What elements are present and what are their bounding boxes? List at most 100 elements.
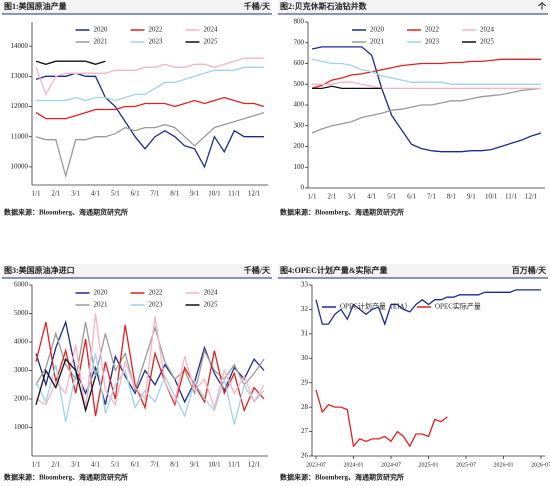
x-tick-label: 6/1 bbox=[407, 193, 416, 201]
x-tick-label: 6/1 bbox=[131, 461, 140, 469]
y-tick-label: 700 bbox=[294, 38, 305, 46]
source-note: 数据来源：Bloomberg、海通期货研究所 bbox=[4, 473, 128, 482]
y-tick-label: 26 bbox=[301, 452, 309, 460]
legend-label: 2021 bbox=[94, 301, 109, 309]
y-tick-label: 12000 bbox=[11, 102, 29, 110]
legend-label: 2025 bbox=[204, 38, 219, 46]
x-tick-label: 12/1 bbox=[248, 190, 261, 198]
unit-label: 个 bbox=[537, 1, 547, 11]
chart-title: 图3:美国原油净进口 bbox=[4, 265, 75, 275]
title-bar bbox=[278, 0, 548, 14]
legend-label: 2023 bbox=[425, 38, 440, 46]
series-line bbox=[35, 60, 106, 65]
y-tick-label: 1000 bbox=[14, 423, 29, 431]
x-tick-label: 7/1 bbox=[150, 190, 159, 198]
legend-label: 2025 bbox=[204, 301, 219, 309]
legend-label: 2021 bbox=[370, 38, 385, 46]
x-tick-label: 7/1 bbox=[427, 193, 436, 201]
legend-label: 2020 bbox=[94, 26, 109, 34]
x-tick-label: 12/1 bbox=[248, 461, 261, 469]
y-tick-label: 0 bbox=[301, 184, 305, 192]
legend-label: OPEC实际产量 bbox=[435, 302, 481, 311]
legend-label: 2023 bbox=[149, 301, 164, 309]
y-tick-label: 400 bbox=[294, 101, 305, 109]
x-tick-label: 11/1 bbox=[505, 193, 518, 201]
x-tick-label: 2024-07 bbox=[381, 462, 401, 468]
x-tick-label: 11/1 bbox=[228, 190, 241, 198]
series-line bbox=[311, 46, 542, 153]
y-tick-label: 31 bbox=[301, 329, 309, 337]
x-tick-label: 10/1 bbox=[485, 193, 498, 201]
series-line bbox=[35, 72, 264, 169]
series-line bbox=[35, 111, 265, 179]
x-tick-label: 2024-01 bbox=[344, 462, 364, 468]
chart-title: 图2:贝克休斯石油钻井数 bbox=[280, 1, 368, 11]
unit-label: 百万桶/天 bbox=[512, 265, 547, 275]
series-line bbox=[36, 66, 264, 102]
series-line bbox=[35, 321, 265, 396]
legend-label: 2020 bbox=[370, 26, 385, 34]
series-line bbox=[312, 85, 382, 90]
x-tick-label: 4/1 bbox=[91, 461, 100, 469]
x-tick-label: 2/1 bbox=[51, 190, 60, 198]
source-note: 数据来源：Bloomberg、海通期货研究所 bbox=[280, 473, 404, 482]
x-tick-label: 1/1 bbox=[308, 193, 317, 201]
x-tick-label: 1/1 bbox=[32, 190, 41, 198]
y-tick-label: 29 bbox=[301, 378, 309, 386]
series-line bbox=[35, 357, 97, 413]
title-bar bbox=[2, 0, 272, 14]
x-tick-label: 1/1 bbox=[32, 461, 41, 469]
y-tick-label: 500 bbox=[294, 80, 305, 88]
source-note: 数据来源：Bloomberg、海通期货研究所 bbox=[4, 208, 128, 217]
x-tick-label: 4/1 bbox=[367, 193, 376, 201]
x-tick-label: 5/1 bbox=[387, 193, 396, 201]
legend-label: 2022 bbox=[425, 26, 440, 34]
series-line bbox=[311, 58, 541, 85]
y-tick-label: 300 bbox=[294, 121, 305, 129]
x-tick-label: 10/1 bbox=[208, 461, 221, 469]
x-tick-label: 2/1 bbox=[51, 461, 60, 469]
x-tick-label: 10/1 bbox=[208, 190, 221, 198]
y-tick-label: 11000 bbox=[11, 132, 29, 140]
x-tick-label: 8/1 bbox=[447, 193, 456, 201]
legend-label: 2024 bbox=[204, 289, 219, 297]
y-tick-label: 800 bbox=[294, 18, 305, 26]
legend-label: 2022 bbox=[149, 289, 164, 297]
source-note: 数据来源：Bloomberg、海通期货研究所 bbox=[280, 208, 404, 217]
x-tick-label: 7/1 bbox=[150, 461, 159, 469]
y-tick-label: 30 bbox=[301, 354, 309, 362]
series-line bbox=[35, 57, 264, 96]
y-tick-label: 2000 bbox=[14, 395, 29, 403]
series-line bbox=[315, 289, 541, 327]
y-tick-label: 10000 bbox=[11, 162, 29, 170]
legend-label: 2024 bbox=[480, 26, 495, 34]
x-tick-label: 9/1 bbox=[190, 461, 199, 469]
y-tick-label: 32 bbox=[301, 305, 309, 313]
x-tick-label: 2026-07 bbox=[531, 462, 550, 468]
title-bar bbox=[278, 264, 548, 278]
x-tick-label: 4/1 bbox=[91, 190, 100, 198]
legend-label: 2020 bbox=[94, 289, 109, 297]
title-bar bbox=[2, 264, 272, 278]
legend-label: 2025 bbox=[480, 38, 495, 46]
legend-label: 2023 bbox=[149, 38, 164, 46]
series-line bbox=[35, 353, 265, 425]
y-tick-label: 600 bbox=[294, 59, 305, 67]
x-tick-label: 2025-01 bbox=[419, 462, 439, 468]
x-tick-label: 9/1 bbox=[190, 190, 199, 198]
chart-title: 图1:美国原油产量 bbox=[4, 1, 67, 11]
series-line bbox=[311, 87, 542, 134]
x-tick-label: 2/1 bbox=[327, 193, 336, 201]
x-tick-label: 5/1 bbox=[111, 461, 120, 469]
series-line bbox=[35, 96, 265, 120]
y-tick-label: 5000 bbox=[14, 309, 29, 317]
x-tick-label: 5/1 bbox=[111, 190, 120, 198]
y-tick-label: 28 bbox=[301, 403, 309, 411]
legend-label: 2024 bbox=[204, 26, 219, 34]
x-tick-label: 3/1 bbox=[71, 190, 80, 198]
y-tick-label: 200 bbox=[294, 142, 305, 150]
series-line bbox=[35, 313, 265, 411]
x-tick-label: 3/1 bbox=[71, 461, 80, 469]
y-tick-label: 100 bbox=[294, 163, 305, 171]
